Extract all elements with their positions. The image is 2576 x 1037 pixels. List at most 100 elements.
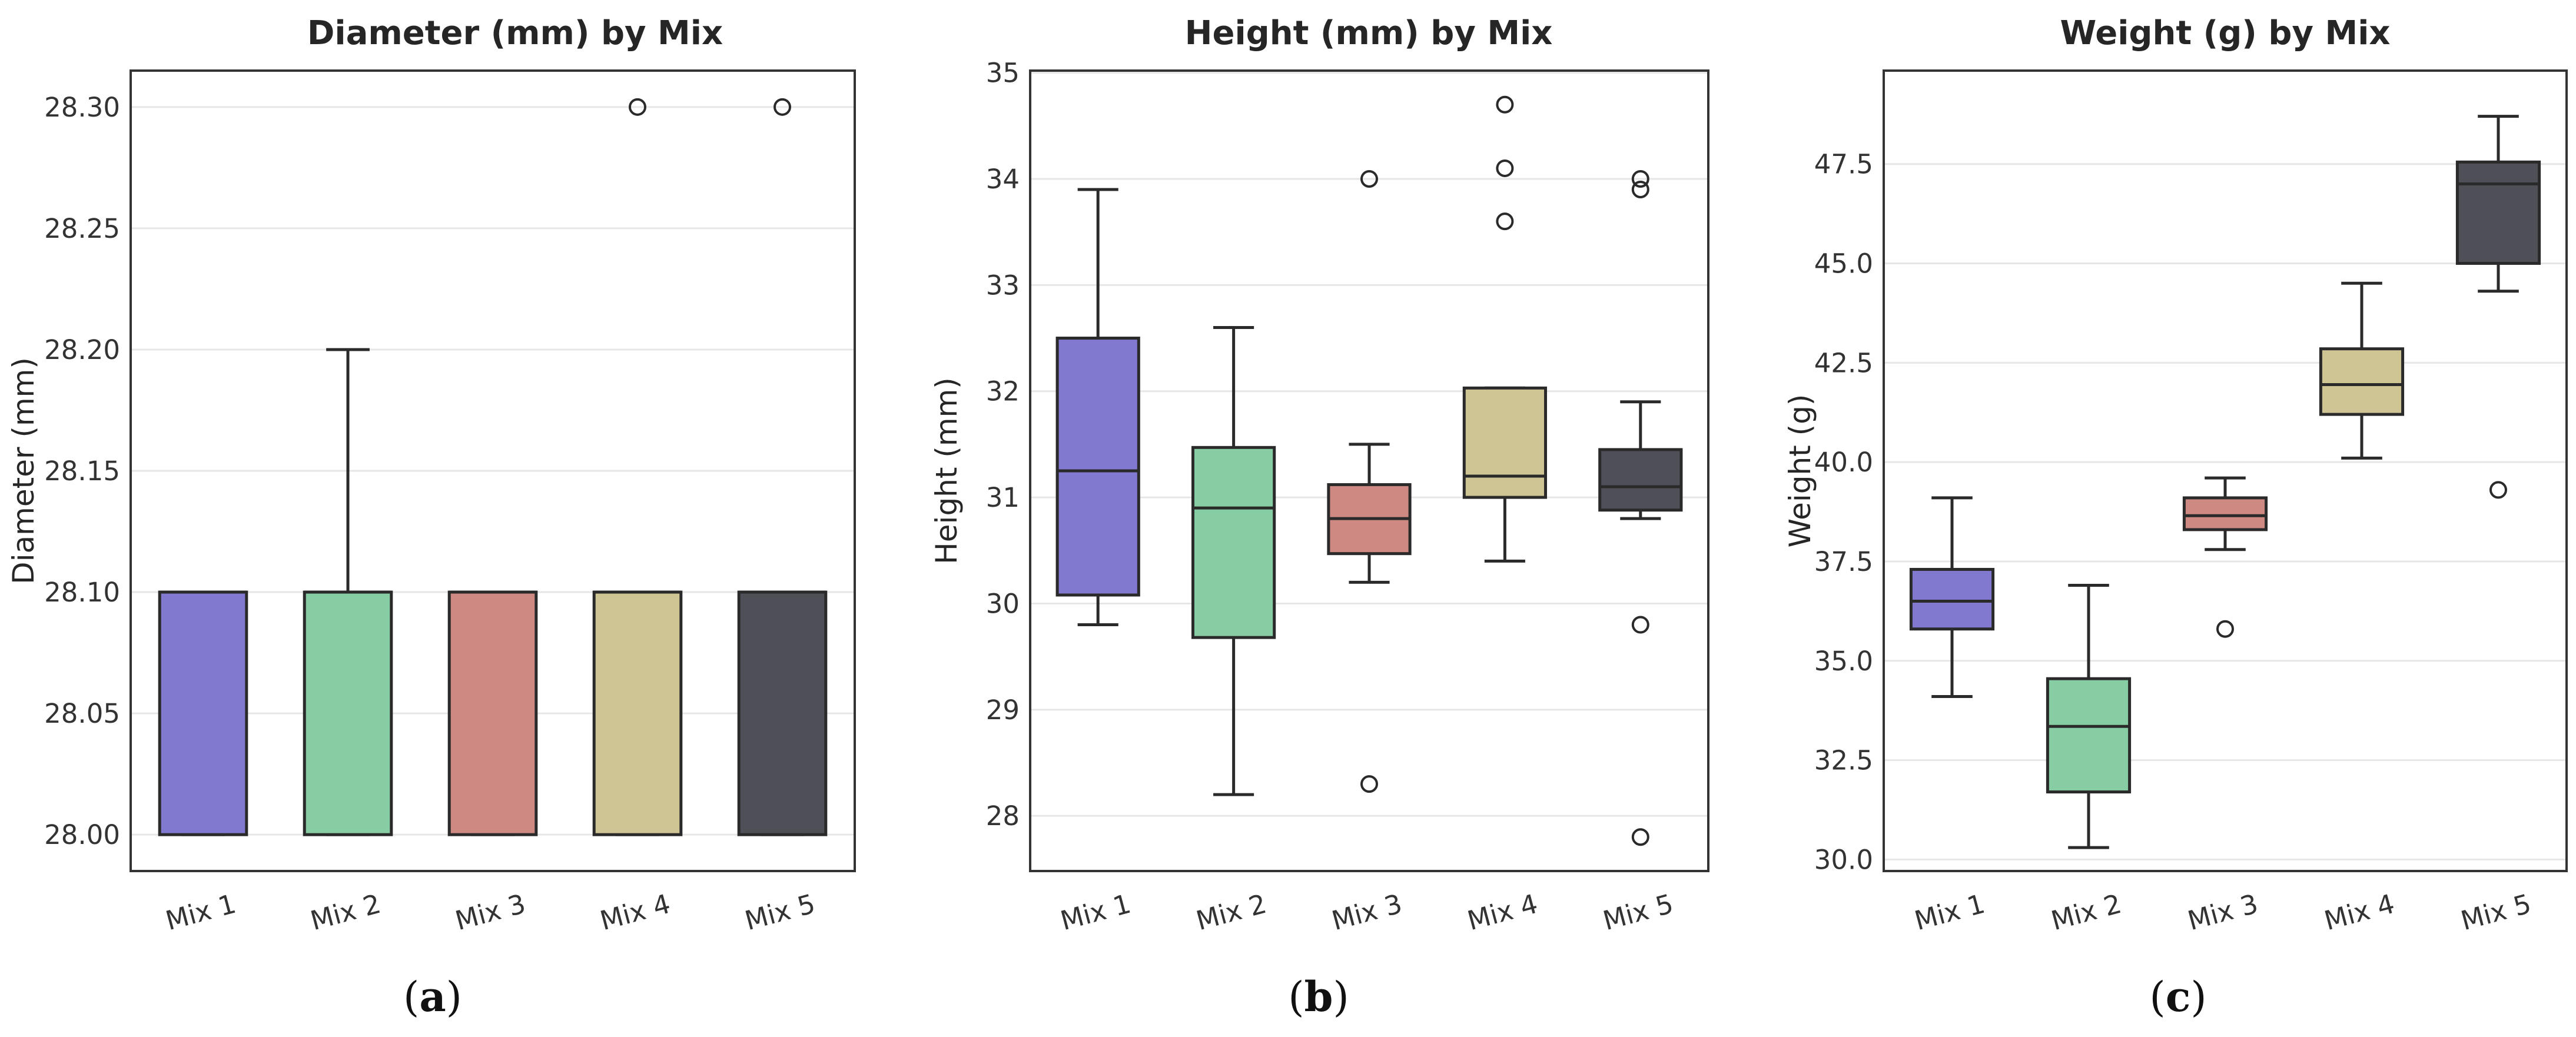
y-tick-label: 40.0: [1814, 447, 1873, 478]
y-tick-label: 28.20: [44, 334, 120, 365]
iqr-box: [592, 590, 683, 836]
chart-title: Diameter (mm) by Mix: [307, 14, 723, 52]
box-mix-4: [1462, 95, 1548, 563]
outlier-point: [1631, 828, 1649, 846]
y-tick-label: 30: [986, 588, 1020, 619]
box-mix-1: [1055, 188, 1140, 627]
iqr-box: [2319, 347, 2405, 416]
caption-paren-close: ): [2190, 973, 2206, 1021]
y-tick-label: 28.10: [44, 577, 120, 608]
box-mix-2: [2046, 583, 2132, 849]
axes-frame: [1883, 69, 2568, 872]
caption-paren-open: (: [403, 973, 419, 1021]
x-tick-label: Mix 1: [162, 888, 240, 936]
y-tick-label: 28.25: [44, 213, 120, 244]
iqr-box: [447, 590, 538, 836]
box-mix-3: [1327, 169, 1412, 793]
x-tick-label: Mix 3: [2185, 888, 2262, 936]
caption-paren-close: ): [446, 973, 462, 1021]
outlier-point: [1631, 169, 1649, 188]
box-mix-4: [2319, 281, 2405, 460]
x-tick-label: Mix 2: [307, 888, 384, 936]
outlier-point: [1496, 159, 1514, 177]
x-tick-label: Mix 1: [1911, 888, 1989, 936]
y-tick-label: 45.0: [1814, 248, 1873, 280]
box-mix-1: [1909, 496, 1995, 699]
caption-letter: c: [2166, 972, 2191, 1021]
panel-caption: (b): [1288, 972, 1349, 1021]
x-tick-label: Mix 4: [597, 888, 674, 936]
x-tick-label: Mix 5: [2458, 888, 2535, 936]
x-tick-label: Mix 5: [1600, 888, 1677, 936]
box-mix-2: [1191, 325, 1276, 796]
x-tick-label: Mix 4: [1464, 888, 1541, 936]
axes-frame: [1029, 69, 1709, 872]
y-tick-label: 30.0: [1814, 844, 1873, 875]
box-mix-5: [1598, 169, 1683, 846]
outlier-point: [774, 98, 791, 116]
panel-caption: (c): [2149, 972, 2206, 1021]
x-tick-label: Mix 2: [2048, 888, 2125, 936]
y-tick-label: 32.5: [1814, 745, 1873, 776]
x-tick-label: Mix 2: [1193, 888, 1270, 936]
x-tick-label: Mix 3: [452, 888, 529, 936]
y-tick-label: 35.0: [1814, 646, 1873, 677]
y-tick-label: 29: [986, 694, 1020, 726]
x-tick-label: Mix 1: [1057, 888, 1134, 936]
outlier-point: [1496, 95, 1514, 114]
y-tick-label: 34: [986, 164, 1020, 195]
axes-frame: [130, 69, 856, 872]
y-tick-label: 31: [986, 482, 1020, 513]
box-mix-5: [737, 98, 828, 836]
panel-a: 28.00 28.05 28.10 28.15 28.20 28.25 28.30 Mix 1…: [6, 14, 856, 1021]
outlier-point: [1496, 212, 1514, 231]
chart-title: Height (mm) by Mix: [1185, 14, 1553, 52]
caption-letter: a: [419, 972, 446, 1021]
outlier-point: [1360, 169, 1378, 188]
caption-paren-close: ): [1333, 973, 1349, 1021]
iqr-box: [303, 590, 393, 836]
panel-caption: (a): [403, 972, 462, 1021]
y-tick-label: 28.05: [44, 698, 120, 729]
caption-paren-open: (: [2149, 973, 2165, 1021]
chart-title: Weight (g) by Mix: [2060, 14, 2390, 52]
box-mix-1: [158, 590, 248, 836]
iqr-box: [1191, 446, 1276, 639]
y-axis-label: Diameter (mm): [6, 357, 41, 584]
y-tick-label: 28.15: [44, 456, 120, 487]
outlier-point: [2216, 620, 2234, 638]
outlier-point: [629, 98, 646, 116]
outlier-point: [1631, 181, 1649, 199]
iqr-box: [158, 590, 248, 836]
x-tick-label: Mix 3: [1329, 888, 1406, 936]
y-axis-label: Weight (g): [1783, 394, 1817, 548]
iqr-box: [1462, 386, 1548, 499]
iqr-box: [2046, 677, 2132, 794]
y-tick-label: 28: [986, 800, 1020, 832]
iqr-box: [737, 590, 828, 836]
iqr-box: [2182, 496, 2268, 531]
y-tick-label: 28.30: [44, 92, 120, 123]
y-tick-label: 37.5: [1814, 546, 1873, 577]
box-mix-3: [2182, 476, 2268, 638]
iqr-box: [1598, 448, 1683, 512]
outlier-point: [1360, 775, 1378, 793]
y-tick-label: 32: [986, 376, 1020, 407]
caption-letter: b: [1304, 972, 1333, 1021]
outlier-point: [2489, 481, 2507, 499]
outlier-point: [1631, 616, 1649, 634]
caption-paren-open: (: [1288, 973, 1304, 1021]
y-axis-label: Height (mm): [930, 377, 964, 564]
panel-b: 28 29 30 31 32 33 34 35 Mix 1 Mix 2 Mix 3 Mix 4 Mix …: [930, 14, 1709, 1021]
box-mix-3: [447, 590, 538, 836]
box-mix-5: [2455, 115, 2541, 499]
iqr-box: [2455, 160, 2541, 265]
x-tick-label: Mix 4: [2321, 888, 2398, 936]
y-tick-label: 28.00: [44, 819, 120, 850]
y-tick-label: 33: [986, 270, 1020, 301]
panel-c: 30.0 32.5 35.0 37.5 40.0 42.5 45.0 47.5 Mix 1 Mix…: [1783, 14, 2568, 1021]
y-tick-label: 42.5: [1814, 347, 1873, 378]
y-tick-label: 35: [986, 58, 1020, 89]
y-tick-label: 47.5: [1814, 149, 1873, 180]
